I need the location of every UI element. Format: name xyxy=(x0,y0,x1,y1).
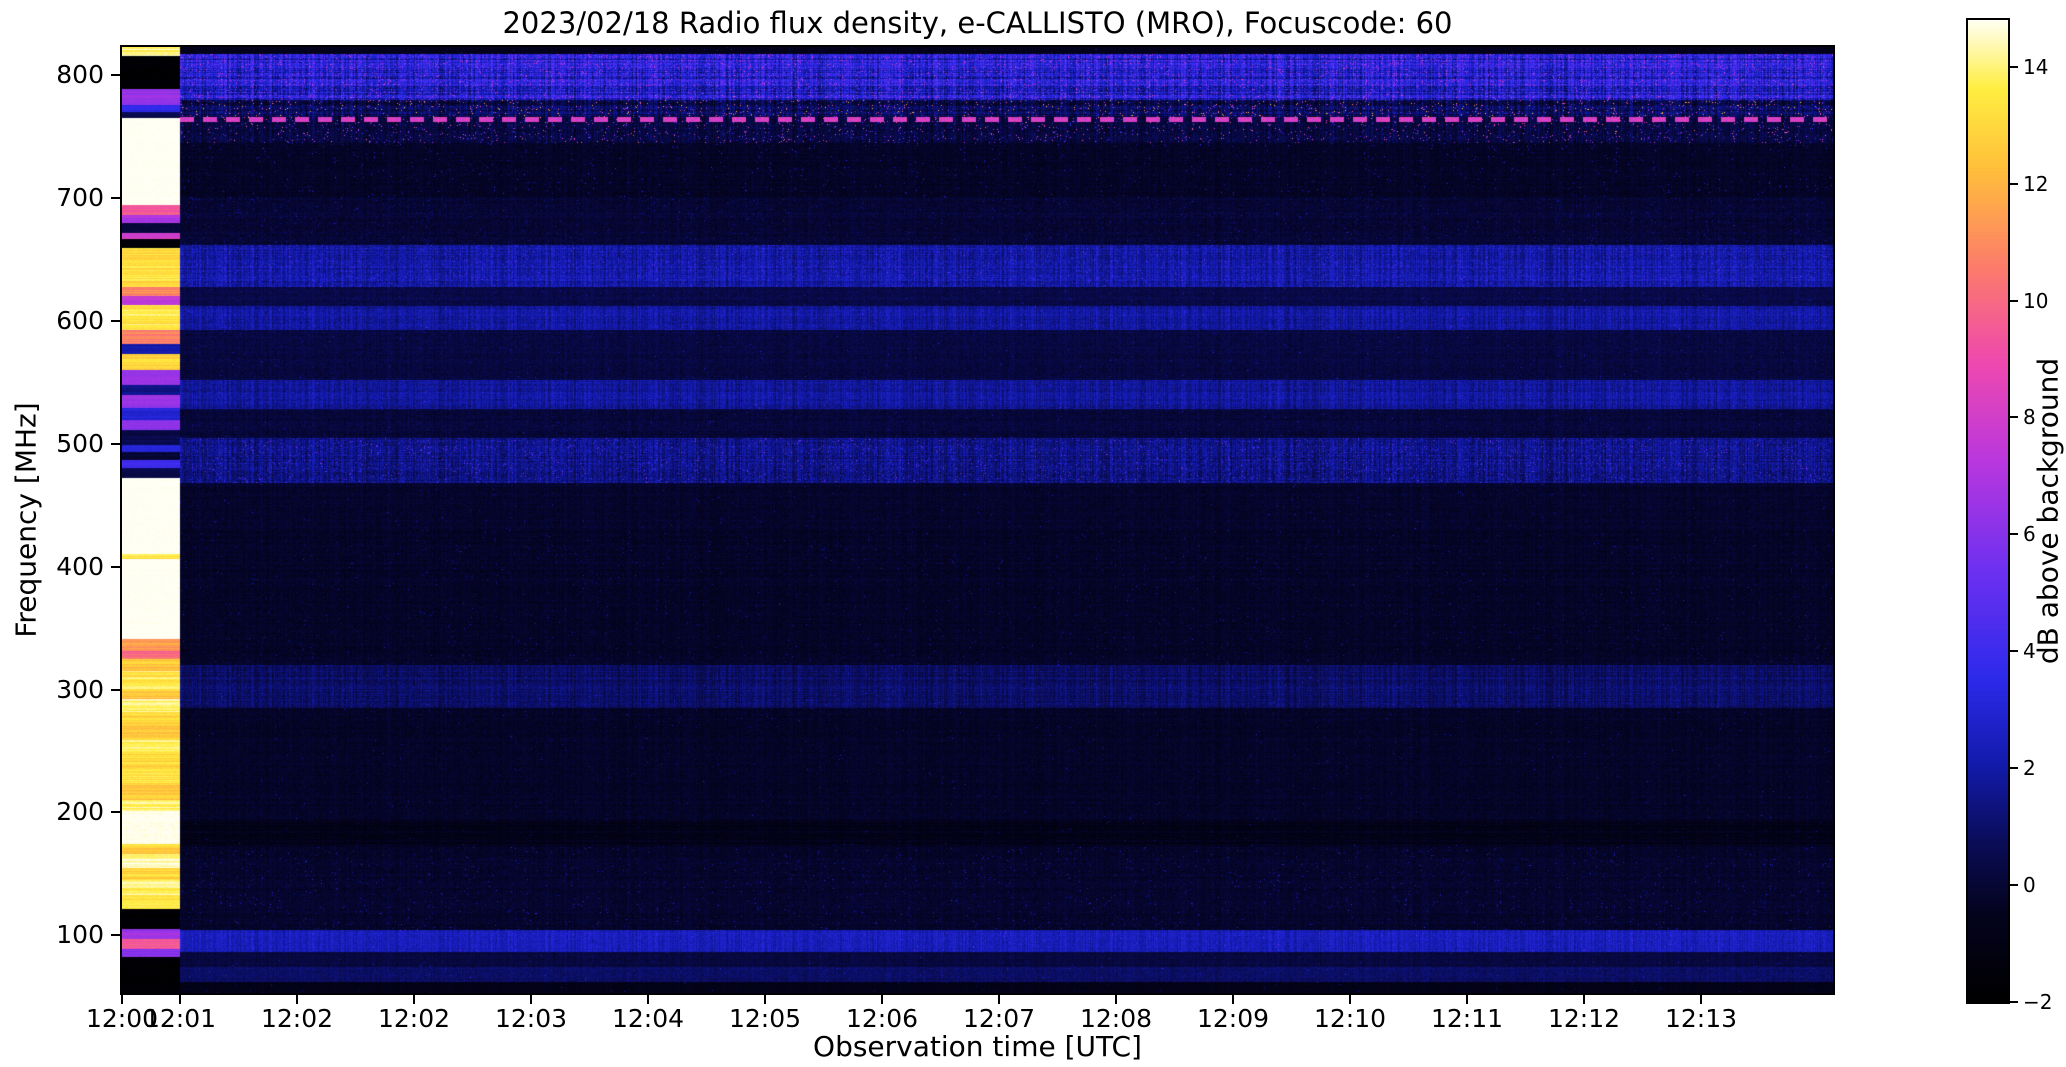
chart-title: 2023/02/18 Radio flux density, e-CALLIST… xyxy=(502,6,1453,40)
colorbar-tick-label: 14 xyxy=(2023,54,2049,79)
y-tick-mark xyxy=(111,565,120,568)
x-tick-mark xyxy=(881,995,883,1004)
x-tick-mark xyxy=(1115,995,1117,1004)
colorbar-tick-label: 2 xyxy=(2023,756,2036,781)
x-tick-label: 12:13 xyxy=(1664,1004,1738,1033)
y-tick-label: 500 xyxy=(56,428,104,458)
x-tick-mark xyxy=(412,995,415,1004)
colorbar-tick-mark xyxy=(2010,416,2018,419)
y-tick-label: 400 xyxy=(56,551,104,581)
colorbar-tick-label: 4 xyxy=(2023,639,2036,664)
colorbar-tick-mark xyxy=(2010,182,2018,185)
x-tick-label: 12:09 xyxy=(1196,1004,1270,1033)
y-tick-label: 100 xyxy=(56,920,104,950)
x-tick-mark xyxy=(764,995,766,1004)
y-tick-mark xyxy=(111,442,120,445)
x-tick-label: 12:00 xyxy=(85,1004,159,1033)
x-tick-mark xyxy=(529,995,532,1004)
y-tick-label: 700 xyxy=(56,183,104,213)
colorbar-frame xyxy=(1966,18,2010,1004)
x-tick-mark xyxy=(1582,995,1585,1004)
x-tick-label: 12:02 xyxy=(260,1004,334,1033)
x-tick-mark xyxy=(121,995,123,1004)
colorbar-tick-mark xyxy=(2010,884,2018,887)
colorbar-tick-mark xyxy=(2010,1001,2018,1003)
x-tick-label: 12:02 xyxy=(377,1004,451,1033)
x-tick-mark xyxy=(295,995,298,1004)
x-tick-mark xyxy=(1232,995,1234,1004)
y-tick-mark xyxy=(111,811,120,814)
colorbar-tick-mark xyxy=(2010,299,2018,302)
y-tick-label: 300 xyxy=(56,674,104,704)
x-tick-label: 12:10 xyxy=(1313,1004,1387,1033)
y-tick-mark xyxy=(111,74,120,77)
x-tick-label: 12:08 xyxy=(1079,1004,1153,1033)
x-tick-mark xyxy=(1349,995,1351,1004)
y-tick-mark xyxy=(111,934,120,937)
y-tick-mark xyxy=(111,688,120,691)
x-tick-mark xyxy=(646,995,649,1004)
x-tick-mark xyxy=(178,995,181,1004)
colorbar-tick-mark xyxy=(2010,65,2018,68)
y-tick-mark xyxy=(111,319,120,322)
y-tick-label: 800 xyxy=(56,60,104,90)
x-tick-mark xyxy=(998,995,1000,1004)
colorbar-tick-label: 6 xyxy=(2023,522,2036,547)
colorbar-tick-label: −2 xyxy=(2023,990,2053,1014)
x-tick-label: 12:04 xyxy=(611,1004,685,1033)
x-tick-label: 12:05 xyxy=(728,1004,802,1033)
colorbar-tick-mark xyxy=(2010,767,2018,770)
y-tick-mark xyxy=(111,197,120,200)
x-tick-label: 12:03 xyxy=(494,1004,568,1033)
y-tick-label: 600 xyxy=(56,305,104,335)
x-tick-label: 12:06 xyxy=(845,1004,919,1033)
spectrogram-canvas xyxy=(122,47,1833,993)
colorbar-tick-label: 8 xyxy=(2023,405,2036,430)
x-tick-mark xyxy=(1699,995,1702,1004)
y-tick-label: 200 xyxy=(56,797,104,827)
x-tick-label: 12:12 xyxy=(1547,1004,1621,1033)
y-axis-label: Frequency [MHz] xyxy=(9,402,43,638)
colorbar-tick-label: 0 xyxy=(2023,873,2036,898)
colorbar-tick-label: 10 xyxy=(2023,288,2049,313)
colorbar-tick-mark xyxy=(2010,650,2018,653)
colorbar-tick-label: 12 xyxy=(2023,171,2049,196)
x-axis-label: Observation time [UTC] xyxy=(813,1030,1142,1063)
x-tick-label: 12:11 xyxy=(1430,1004,1504,1033)
x-tick-label: 12:07 xyxy=(962,1004,1036,1033)
colorbar-label: dB above background xyxy=(2031,357,2065,665)
x-tick-mark xyxy=(1466,995,1468,1004)
x-tick-label: 12:01 xyxy=(143,1004,217,1033)
plot-frame xyxy=(120,45,1835,995)
colorbar-tick-mark xyxy=(2010,533,2018,536)
colorbar-canvas xyxy=(1968,20,2008,1002)
